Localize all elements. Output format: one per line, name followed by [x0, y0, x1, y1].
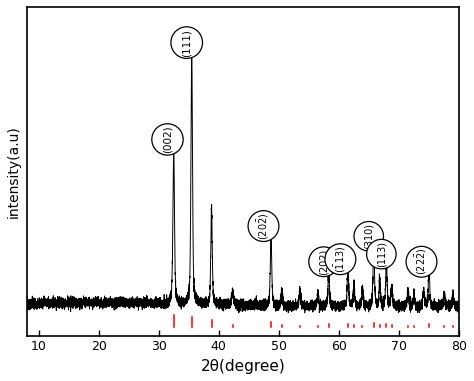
Text: (22$\bar{2}$): (22$\bar{2}$) — [414, 248, 429, 275]
Text: (202): (202) — [319, 249, 328, 275]
Text: (002): (002) — [163, 126, 173, 153]
Y-axis label: intensity(a.u): intensity(a.u) — [7, 125, 21, 218]
Text: ($\bar{1}$13): ($\bar{1}$13) — [333, 245, 348, 273]
Text: (111): (111) — [182, 29, 191, 56]
Text: (20$\bar{2}$): (20$\bar{2}$) — [256, 212, 271, 240]
Text: (113): (113) — [376, 241, 386, 267]
X-axis label: 2θ(degree): 2θ(degree) — [201, 359, 285, 374]
Text: (310): (310) — [364, 223, 374, 249]
